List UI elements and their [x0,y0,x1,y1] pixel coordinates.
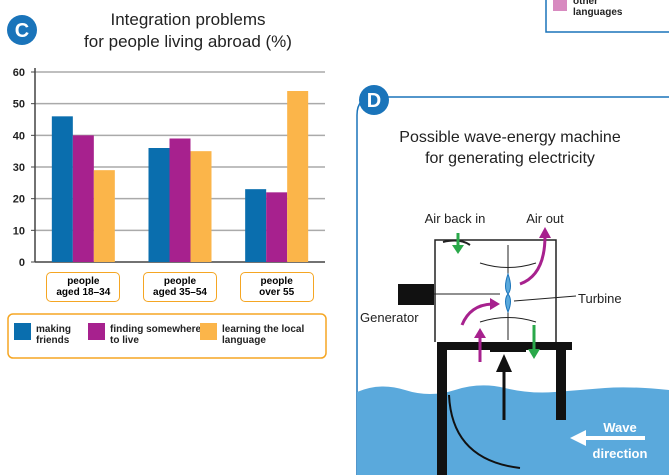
y-tick-label: 40 [13,130,25,142]
label-wave: Wave [603,420,636,435]
bar [72,135,94,262]
bar [51,116,73,262]
bar [169,138,191,262]
arrow-head [496,354,512,372]
turbine [505,272,511,314]
arrow-head [539,227,551,238]
vanes [479,262,537,323]
bar [245,189,267,262]
chart-title: Integration problems [111,10,266,29]
bar [287,91,309,262]
corner-legend-box [545,0,669,33]
badge: C [15,20,29,42]
legend-swatch [14,323,31,340]
arrow-head [490,298,500,310]
bar [266,192,288,262]
label-wave: direction [593,446,648,461]
turbine-base [490,342,526,352]
badge-circle [359,85,389,115]
arrow-head [474,328,486,338]
legend-swatch [553,0,567,11]
legend-label: making friends [36,324,72,346]
label-turbine: Turbine [578,291,622,306]
y-tick-label: 20 [13,194,25,206]
arrow-purple [519,235,547,286]
label-air-in: Air back in [425,211,486,226]
arrow-head [452,245,464,254]
y-tick-label: 10 [13,225,25,237]
x-tick-label: people aged 35–54 [143,272,217,302]
badge-circle [7,15,37,45]
legend-label: learning the local language [222,324,305,346]
chart-title: for people living abroad (%) [84,32,292,51]
bar [93,170,115,262]
arrow-head [570,430,586,446]
legend-label: finding somewhere to live [110,324,202,346]
arrow-head [528,349,540,359]
y-tick-label: 30 [13,162,25,174]
arrow-purple [460,302,493,326]
chamber [434,239,557,342]
diagram-title: Possible wave-energy machine [399,129,621,146]
badge: D [367,90,381,112]
legend-label: other languages [573,0,623,18]
legend-box [7,313,327,359]
x-tick-label: people aged 18–34 [46,272,121,302]
pointer [513,295,577,302]
legend-swatch [88,323,105,340]
label-air-out: Air out [526,211,564,226]
inner-wall [448,394,521,469]
y-tick-label: 0 [19,257,25,269]
diagram-title: for generating electricity [425,150,595,167]
label-generator: Generator [360,310,419,325]
y-tick-label: 60 [13,67,25,79]
water [357,385,669,475]
bar [190,151,212,262]
generator [398,284,434,305]
walls [437,342,572,475]
x-tick-label: people over 55 [239,272,314,302]
y-tick-label: 50 [13,99,25,111]
bar [148,148,170,262]
legend-swatch [200,323,217,340]
